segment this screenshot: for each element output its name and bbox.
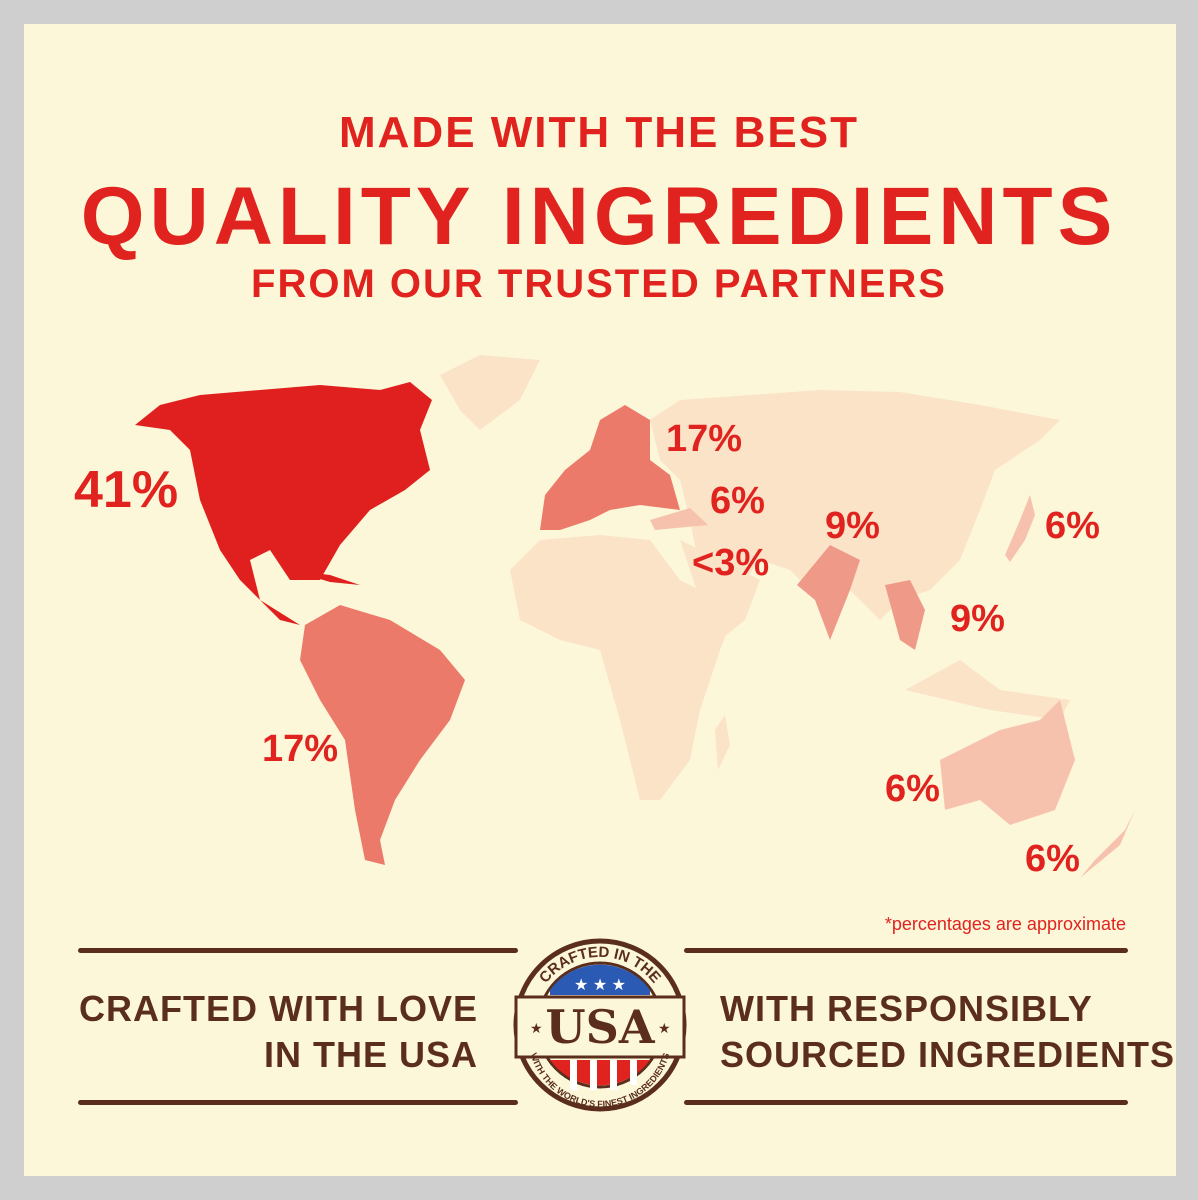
japan bbox=[1005, 495, 1035, 562]
star-icons: ★ ★ ★ bbox=[574, 977, 626, 994]
new-zealand bbox=[1080, 810, 1135, 878]
arabia bbox=[680, 540, 760, 640]
footer-left: CRAFTED WITH LOVE IN THE USA bbox=[79, 986, 478, 1078]
label-europe: 17% bbox=[666, 418, 743, 460]
greenland bbox=[440, 355, 540, 430]
badge-center-text: USA bbox=[545, 1000, 655, 1054]
caribbean bbox=[290, 570, 360, 585]
indonesia bbox=[905, 660, 1070, 720]
star-icon: ★ bbox=[530, 1020, 543, 1036]
india bbox=[797, 545, 860, 640]
star-icon: ★ bbox=[658, 1020, 671, 1036]
headline-line-1: MADE WITH THE BEST bbox=[339, 108, 859, 157]
footer-left-line-2: IN THE USA bbox=[263, 1034, 478, 1075]
headline-line-3: FROM OUR TRUSTED PARTNERS bbox=[251, 262, 947, 306]
label-south-america: 17% bbox=[262, 728, 339, 770]
south-america bbox=[300, 605, 465, 865]
stars-field bbox=[550, 964, 650, 995]
madagascar bbox=[715, 715, 730, 770]
label-middle-east: <3% bbox=[692, 542, 770, 584]
footer-right-line-2: SOURCED INGREDIENTS bbox=[720, 1034, 1176, 1075]
label-southeast-asia: 9% bbox=[950, 598, 1005, 640]
divider bbox=[684, 1100, 1128, 1105]
footer-left-line-1: CRAFTED WITH LOVE bbox=[79, 988, 478, 1029]
footer-right: WITH RESPONSIBLY SOURCED INGREDIENTS bbox=[720, 986, 1175, 1078]
label-new-zealand: 6% bbox=[1025, 838, 1080, 880]
label-japan: 6% bbox=[1045, 505, 1100, 547]
divider bbox=[78, 948, 518, 953]
asia bbox=[650, 390, 1060, 620]
australia bbox=[940, 700, 1075, 825]
crafted-in-usa-badge: ★ ★ ★ USA ★ ★ CRAFTED IN THE WITH THE WO… bbox=[513, 938, 687, 1112]
label-north-america: 41% bbox=[74, 461, 179, 519]
divider bbox=[78, 1100, 518, 1105]
headline-line-2: QUALITY INGREDIENTS bbox=[80, 171, 1118, 262]
europe bbox=[540, 405, 680, 530]
africa bbox=[510, 535, 740, 800]
divider bbox=[684, 948, 1128, 953]
label-turkey: 6% bbox=[710, 480, 765, 522]
footer-right-line-1: WITH RESPONSIBLY bbox=[720, 988, 1093, 1029]
footnote: *percentages are approximate bbox=[884, 914, 1126, 934]
turkey bbox=[650, 508, 708, 530]
north-america bbox=[135, 382, 432, 625]
southeast-asia bbox=[885, 580, 925, 650]
label-australia: 6% bbox=[885, 768, 940, 810]
label-india: 9% bbox=[825, 505, 880, 547]
